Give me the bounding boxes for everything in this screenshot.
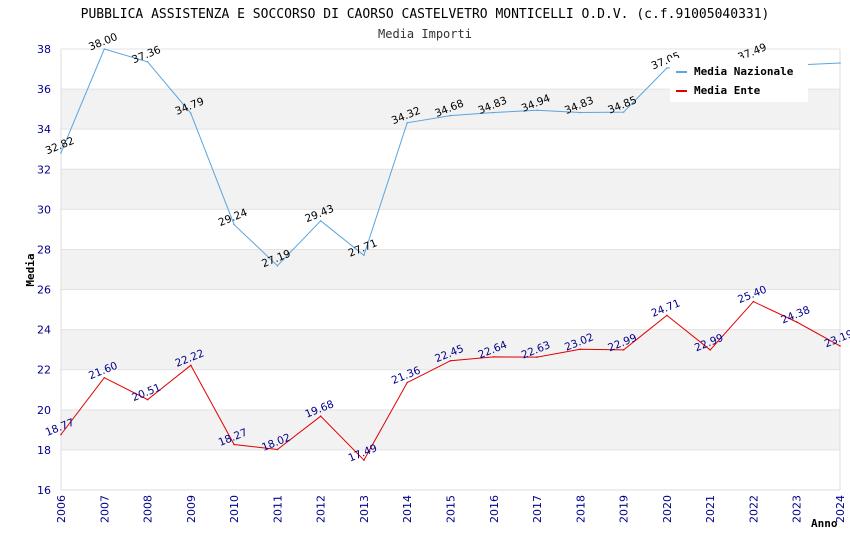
- data-point: [666, 67, 668, 69]
- grid-band: [61, 249, 840, 290]
- y-tick-label: 16: [37, 484, 51, 497]
- chart-subtitle: Media Importi: [378, 27, 472, 41]
- y-tick-label: 30: [37, 203, 51, 216]
- chart-title: PUBBLICA ASSISTENZA E SOCCORSO DI CAORSO…: [81, 7, 770, 22]
- data-point: [276, 448, 279, 451]
- legend: Media Nazionale Media Ente: [670, 58, 808, 102]
- x-tick-label: 2013: [358, 495, 371, 523]
- y-tick-label: 26: [37, 284, 51, 297]
- data-point: [666, 314, 668, 317]
- grid-band: [61, 289, 840, 330]
- data-point: [276, 264, 279, 267]
- data-point: [752, 300, 755, 303]
- data-point: [579, 348, 582, 351]
- data-point: [449, 359, 452, 362]
- data-point: [319, 219, 322, 222]
- data-point: [319, 415, 322, 418]
- data-point: [795, 321, 798, 323]
- y-tick-label: 32: [37, 163, 51, 176]
- data-point: [60, 152, 62, 154]
- data-point: [190, 364, 192, 367]
- data-point: [839, 62, 841, 64]
- data-point: [449, 114, 452, 117]
- y-tick-label: 20: [37, 404, 51, 417]
- data-point: [492, 356, 495, 358]
- x-tick-label: 2012: [315, 495, 328, 523]
- x-tick-label: 2018: [574, 495, 587, 523]
- x-tick-label: 2017: [531, 495, 544, 523]
- data-point: [363, 459, 365, 461]
- y-tick-label: 24: [37, 324, 51, 337]
- x-tick-label: 2015: [445, 495, 458, 523]
- x-tick-label: 2008: [142, 495, 155, 523]
- data-point: [579, 111, 582, 114]
- y-tick-label: 38: [37, 43, 51, 56]
- data-point: [146, 398, 149, 401]
- x-tick-label: 2007: [98, 495, 111, 523]
- x-tick-labels: 2006 2007 2008 2009 2010 2011 2012 2013 2014 2015…: [55, 495, 847, 523]
- x-tick-label: 2011: [271, 495, 284, 523]
- data-point: [60, 433, 62, 436]
- grid-band: [61, 129, 840, 170]
- data-point: [103, 48, 106, 50]
- y-tick-label: 22: [37, 364, 51, 377]
- data-point: [622, 349, 625, 351]
- x-axis-label: Anno: [811, 517, 838, 530]
- x-tick-label: 2010: [228, 495, 241, 523]
- grid-bands: [61, 48, 840, 491]
- data-point: [103, 376, 106, 379]
- y-tick-labels: 16 18 20 22 24 26 28 30 32 34 36 38: [37, 43, 51, 497]
- data-point: [146, 61, 149, 63]
- data-point: [406, 381, 409, 384]
- data-point: [406, 121, 409, 124]
- data-point: [839, 345, 841, 347]
- x-tick-label: 2009: [185, 495, 198, 523]
- x-tick-label: 2020: [661, 495, 674, 523]
- y-tick-label: 34: [37, 123, 51, 136]
- y-tick-label: 28: [37, 243, 51, 256]
- x-tick-label: 2014: [401, 495, 414, 523]
- data-point: [709, 349, 711, 351]
- axes: [60, 49, 841, 491]
- data-point: [233, 443, 235, 446]
- x-tick-label: 2023: [791, 495, 804, 523]
- data-point: [536, 356, 538, 358]
- grid-band: [61, 409, 840, 450]
- data-point: [190, 112, 192, 115]
- data-point: [536, 109, 538, 112]
- grid-band: [61, 369, 840, 410]
- grid-band: [61, 209, 840, 250]
- data-point: [233, 223, 235, 226]
- y-tick-label: 36: [37, 83, 51, 96]
- x-tick-label: 2019: [618, 495, 631, 523]
- x-tick-label: 2006: [55, 495, 68, 523]
- legend-label-ente: Media Ente: [694, 84, 761, 97]
- x-tick-label: 2021: [704, 495, 717, 523]
- data-point: [622, 111, 625, 113]
- y-axis-label: Media: [24, 253, 37, 286]
- x-tick-label: 2016: [488, 495, 501, 523]
- x-tick-label: 2022: [747, 495, 760, 523]
- legend-label-nazionale: Media Nazionale: [694, 65, 794, 78]
- x-tick-label: 2024: [834, 495, 847, 523]
- data-point: [363, 254, 365, 257]
- legend-background: [670, 58, 808, 102]
- y-tick-label: 18: [37, 444, 51, 457]
- grid-band: [61, 169, 840, 210]
- grid-band: [61, 449, 840, 490]
- data-point: [492, 111, 495, 114]
